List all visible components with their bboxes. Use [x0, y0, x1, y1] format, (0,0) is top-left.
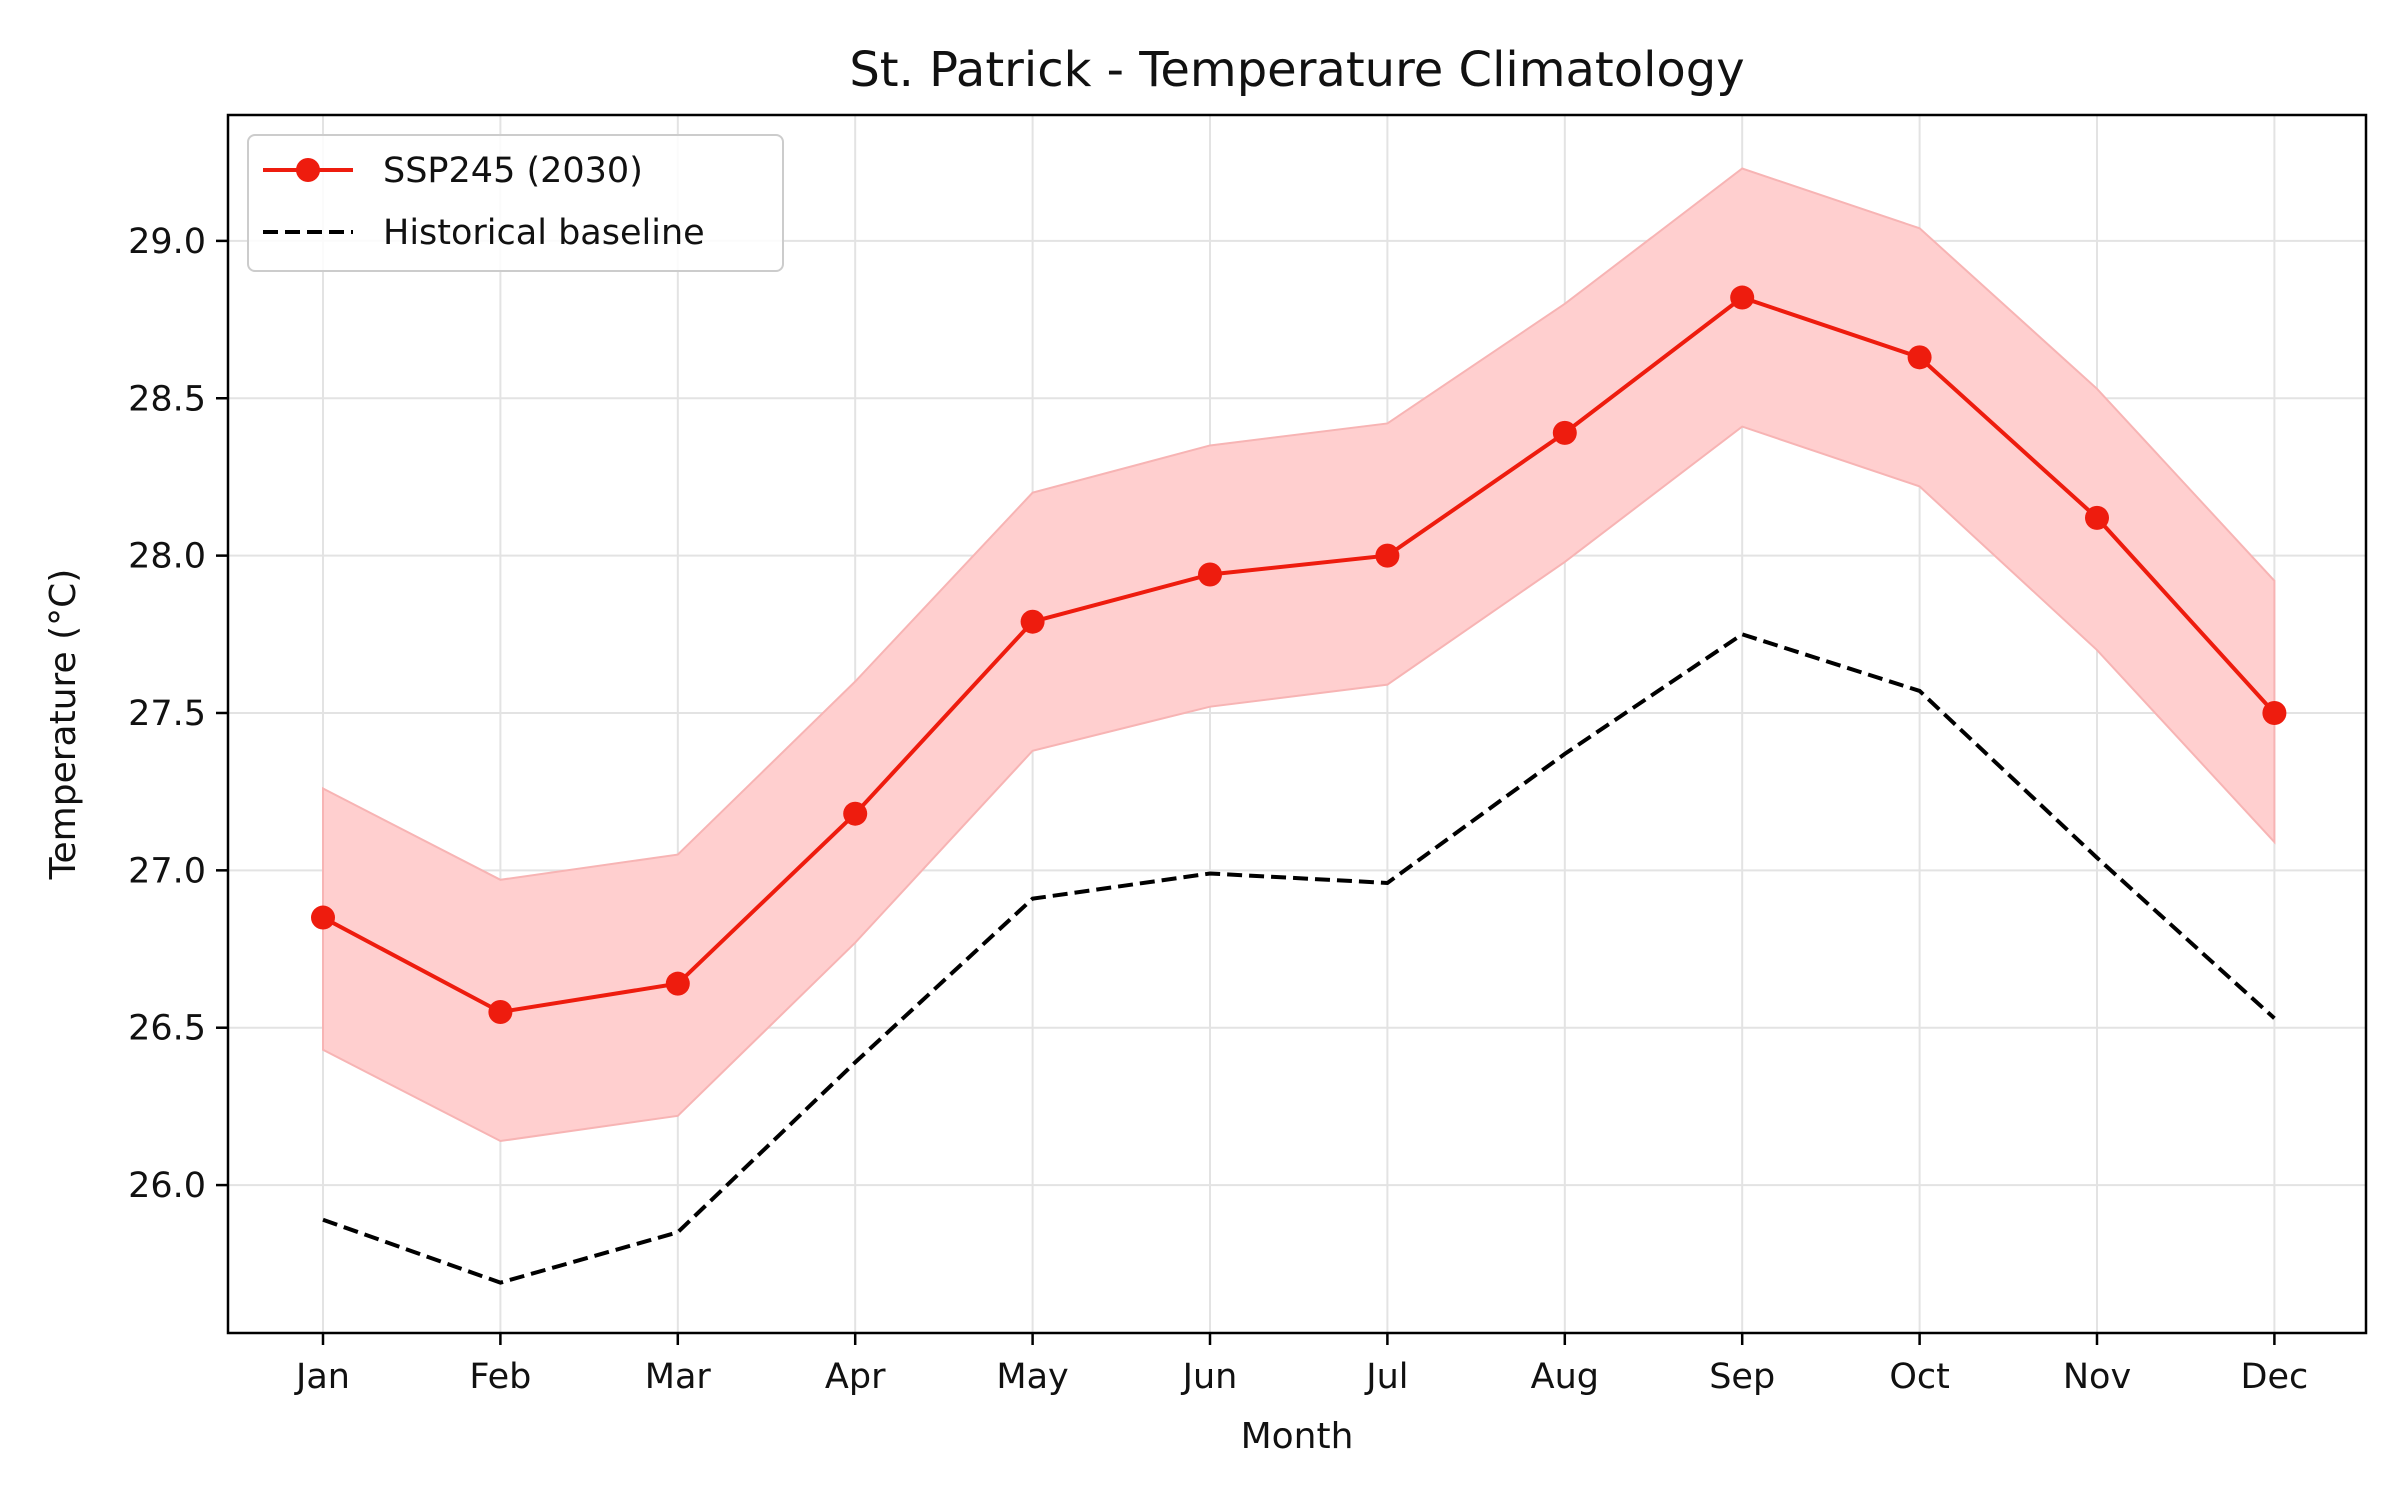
grid-lines	[228, 115, 2366, 1333]
x-tick-label: Feb	[469, 1357, 531, 1397]
ssp245-point	[1907, 345, 1932, 370]
x-tick-label: Jun	[1181, 1357, 1238, 1397]
y-tick-label: 28.5	[128, 379, 206, 419]
ssp245-point	[488, 999, 513, 1024]
legend-ssp245-marker	[296, 158, 320, 182]
ssp245-point	[1198, 562, 1222, 587]
ssp245-point	[1730, 285, 1755, 310]
x-tick-label: Jul	[1364, 1357, 1408, 1397]
ssp245-point	[1552, 420, 1577, 445]
legend-ssp245-label: SSP245 (2030)	[383, 151, 643, 191]
ssp245-point	[1375, 543, 1400, 568]
y-axis: 26.0 26.5 27.0 27.5 28.0 28.5 29.0	[128, 222, 228, 1206]
chart-title: St. Patrick - Temperature Climatology	[849, 42, 1744, 98]
plot-frame	[226, 113, 2368, 1335]
x-tick-label: Sep	[1709, 1357, 1775, 1397]
x-tick-label: May	[996, 1357, 1068, 1397]
ssp245-point	[843, 801, 868, 826]
y-tick-label: 28.0	[128, 537, 206, 577]
ssp245-point	[311, 905, 335, 930]
x-tick-label: Nov	[2063, 1357, 2131, 1397]
x-axis: Jan Feb Mar Apr May Jun Jul Aug Sep Oct Nov Dec	[294, 1333, 2308, 1397]
y-tick-label: 26.5	[128, 1009, 206, 1049]
y-tick-label: 27.5	[128, 694, 206, 734]
ssp245-point	[665, 971, 690, 996]
y-axis-label: Temperature (°C)	[43, 569, 84, 881]
x-tick-label: Mar	[645, 1357, 712, 1397]
ssp245-point	[1020, 609, 1045, 634]
y-tick-label: 26.0	[128, 1166, 206, 1206]
x-tick-label: Oct	[1889, 1357, 1950, 1397]
ssp245-line	[322, 295, 2276, 1015]
x-tick-label: Jan	[294, 1357, 350, 1397]
x-axis-label: Month	[1241, 1416, 1354, 1457]
legend-box	[247, 134, 784, 272]
ssp245-point	[2262, 700, 2287, 725]
data-series	[311, 285, 2287, 1285]
y-tick-label: 29.0	[128, 222, 206, 262]
uncertainty-band	[322, 167, 2276, 1143]
ssp245-point	[2085, 505, 2109, 530]
ssp245-range-band	[322, 167, 2276, 1143]
legend-historical-label: Historical baseline	[383, 213, 705, 253]
historical-baseline-line	[322, 632, 2276, 1285]
y-tick-label: 27.0	[128, 851, 206, 891]
legend: SSP245 (2030) Historical baseline	[247, 134, 784, 272]
x-tick-label: Dec	[2241, 1357, 2309, 1397]
x-tick-label: Apr	[825, 1357, 886, 1397]
x-tick-label: Aug	[1531, 1357, 1599, 1397]
